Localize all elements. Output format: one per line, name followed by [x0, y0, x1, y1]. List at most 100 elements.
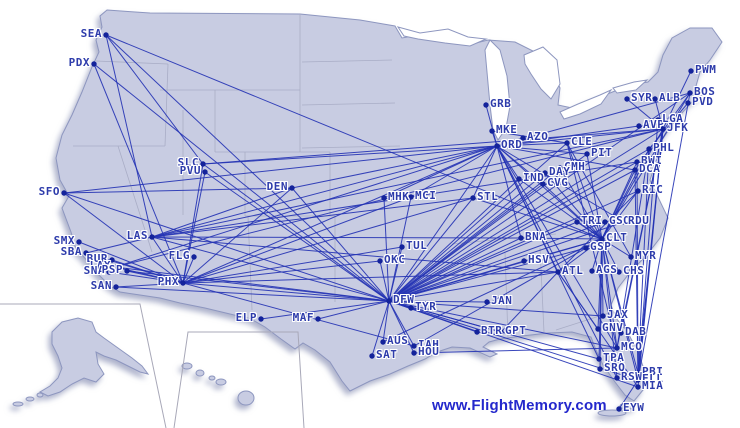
- route-ORD-SLC: [202, 145, 498, 165]
- route-DFW-TRI: [388, 221, 578, 302]
- route-CLT-CLE: [566, 142, 603, 240]
- route-SLC-SEA: [105, 34, 204, 165]
- airport-dot-FLG: [191, 254, 197, 260]
- route-PHX-PSP: [126, 270, 184, 284]
- airport-label-LAX: LAX: [89, 259, 111, 272]
- route-PVD-PHL: [648, 102, 689, 150]
- hawaii-island: [208, 375, 216, 381]
- airport-dot-LGA: [655, 117, 661, 123]
- airport-label-SLC: SLC: [177, 156, 199, 169]
- route-ORD-CLE: [496, 142, 568, 147]
- airport-label-MYR: MYR: [635, 249, 657, 262]
- airport-label-CHS: CHS: [623, 264, 645, 277]
- airport-label-MHK: MHK: [388, 190, 410, 203]
- airport-dot-RDU: [621, 219, 627, 225]
- airport-label-PIT: PIT: [591, 146, 613, 159]
- route-PHX-STL: [182, 197, 474, 284]
- airport-dot-DEN: [289, 185, 295, 191]
- airport-dot-LAS: [149, 234, 155, 240]
- route-CLT-BNA: [520, 237, 603, 240]
- airport-label-BNA: BNA: [525, 230, 547, 243]
- route-BOS-FLL: [637, 92, 691, 381]
- inset-frames: [0, 303, 305, 428]
- route-SBA-LAS: [85, 236, 153, 254]
- route-DFW-MIA: [388, 300, 639, 388]
- airport-label-JFK: JFK: [667, 121, 689, 134]
- great-lakes-group: [396, 26, 649, 141]
- route-LAS-JFK: [151, 128, 664, 238]
- route-DFW-FLL: [388, 300, 639, 381]
- route-CLT-MCO: [601, 238, 618, 349]
- airport-label-BWI: BWI: [641, 154, 663, 167]
- airport-label-DCA: DCA: [639, 162, 661, 175]
- route-CLT-IAH: [413, 238, 603, 347]
- route-DFW-ATL: [388, 271, 559, 302]
- airport-dot-MCI: [408, 194, 414, 200]
- airport-label-GNV: GNV: [602, 321, 624, 334]
- airport-label-ATL: ATL: [562, 264, 584, 277]
- route-ORD-CLT: [496, 145, 603, 240]
- route-PHX-ATL: [182, 271, 559, 284]
- airport-label-PHL: PHL: [653, 141, 675, 154]
- airport-label-OKC: OKC: [384, 253, 406, 266]
- airport-dot-SNA: [106, 269, 112, 275]
- route-CLT-ATL: [557, 238, 603, 273]
- airport-label-TUL: TUL: [406, 239, 428, 252]
- airport-dot-PWM: [688, 68, 694, 74]
- route-DFW-OKC: [379, 260, 390, 302]
- route-PHX-OKC: [182, 260, 381, 284]
- route-CLT-DAY: [544, 172, 603, 240]
- airport-dot-MAF: [315, 316, 321, 322]
- alaska-landmass: [38, 317, 150, 397]
- airport-label-SMX: SMX: [53, 234, 75, 247]
- airport-label-BUR: BUR: [86, 252, 108, 265]
- airport-label-ELP: ELP: [235, 311, 257, 324]
- airport-dot-DFW: [386, 298, 392, 304]
- route-LAS-BWI: [151, 161, 638, 238]
- website-link[interactable]: www.FlightMemory.com: [432, 397, 607, 414]
- airport-label-BOS: BOS: [694, 85, 716, 98]
- airport-label-SBA: SBA: [60, 245, 82, 258]
- airport-label-SYR: SYR: [631, 91, 653, 104]
- hawaii-island: [181, 362, 193, 370]
- airport-dot-HOU: [411, 350, 417, 356]
- route-DFW-CMH: [388, 167, 561, 302]
- route-PHX-SAN: [115, 282, 184, 288]
- route-DFW-PVU: [204, 171, 390, 302]
- route-PHX-PDX: [93, 63, 184, 284]
- route-CLT-RIC: [601, 190, 639, 240]
- airport-dot-JFK: [660, 126, 666, 132]
- airport-dot-JAN: [484, 299, 490, 305]
- route-CLT-BWI: [601, 161, 638, 240]
- airport-label-MIA: MIA: [642, 379, 664, 392]
- route-CLT-AGS: [591, 238, 603, 272]
- route-DFW-SFO: [63, 192, 390, 302]
- airport-label-MCO: MCO: [621, 340, 643, 353]
- route-PHX-DEN: [182, 187, 293, 284]
- route-ORD-RSW: [496, 145, 618, 379]
- florida-keys: [619, 402, 637, 410]
- airport-dot-AZO: [520, 135, 526, 141]
- airport-dot-PBI: [635, 370, 641, 376]
- route-ORD-STL: [472, 145, 498, 199]
- airport-dots: [61, 32, 694, 412]
- airport-label-EYW: EYW: [623, 401, 645, 414]
- route-LGA-FLL: [637, 119, 659, 381]
- airport-dot-MHK: [381, 195, 387, 201]
- airport-dot-PSP: [124, 268, 130, 274]
- hawaii-island: [215, 378, 227, 386]
- airport-label-GRB: GRB: [490, 97, 512, 110]
- route-DFW-IND: [388, 178, 520, 302]
- route-DFW-SAN: [115, 286, 390, 302]
- airport-dot-PVD: [685, 100, 691, 106]
- airport-label-STL: STL: [477, 190, 499, 203]
- airport-dot-TYR: [408, 305, 414, 311]
- airport-dot-MKE: [489, 128, 495, 134]
- route-ORD-JFK: [496, 128, 664, 147]
- aleutian-island: [12, 401, 24, 407]
- airport-dot-BWI: [634, 159, 640, 165]
- airport-label-MCI: MCI: [415, 189, 437, 202]
- airport-dot-RIC: [635, 188, 641, 194]
- route-MYR-CLE: [566, 142, 632, 258]
